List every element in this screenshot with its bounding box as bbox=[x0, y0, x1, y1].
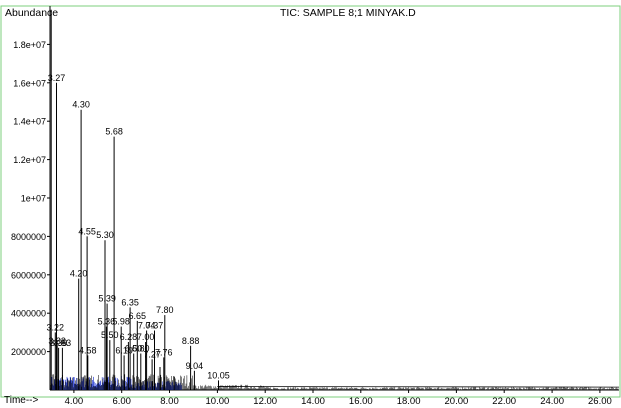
y-tick-label: 2000000 bbox=[11, 347, 46, 357]
peak-label: 5.39 bbox=[98, 294, 116, 304]
peak-label: 5.68 bbox=[105, 127, 123, 137]
y-tick-label: 8000000 bbox=[11, 232, 46, 242]
chart-title: TIC: SAMPLE 8;1 MINYAK.D bbox=[280, 7, 416, 19]
x-tick-label: 26.00 bbox=[588, 396, 612, 407]
y-tick-label: 1.8e+07 bbox=[13, 40, 46, 50]
peak-label: 7.04 bbox=[138, 321, 156, 331]
x-tick-label: 8.00 bbox=[160, 396, 179, 407]
x-tick-label: 18.00 bbox=[397, 396, 421, 407]
y-tick-label: 6000000 bbox=[11, 270, 46, 280]
x-tick-label: 6.00 bbox=[112, 396, 131, 407]
peak-label: 5.50 bbox=[101, 330, 119, 340]
peak-labels: 3.27 3.22 3.333.393.53 4.20 4.30 4.55 4.58 5.30… bbox=[47, 73, 230, 381]
peak-label: 7.00 bbox=[137, 332, 155, 342]
peak-label: 10.05 bbox=[207, 370, 230, 380]
peak-label: 5.30 bbox=[96, 230, 114, 240]
x-tick-label: 4.00 bbox=[65, 396, 84, 407]
peak-label: 6.35 bbox=[121, 297, 139, 307]
peak-label: 6.65 bbox=[129, 311, 147, 321]
x-axis-label: Time--> bbox=[4, 395, 39, 406]
x-tick-label: 16.00 bbox=[349, 396, 373, 407]
peak-label: 3.33 bbox=[48, 336, 66, 346]
peak-label: 3.39 bbox=[50, 338, 68, 348]
outer-frame bbox=[0, 5, 621, 398]
trace-tail bbox=[217, 386, 620, 388]
x-tick-label: 14.00 bbox=[301, 396, 325, 407]
y-tick-label: 1.6e+07 bbox=[13, 78, 46, 88]
x-tick-label: 20.00 bbox=[445, 396, 469, 407]
y-tick-label: 1e+07 bbox=[21, 194, 46, 204]
peak-label: 7.37 bbox=[146, 321, 164, 331]
peak-label: 5.36 bbox=[98, 317, 116, 327]
x-tick-label: 24.00 bbox=[540, 396, 564, 407]
peak-label: 6.50 bbox=[125, 344, 143, 354]
y-tick-label: 1.2e+07 bbox=[13, 155, 46, 165]
peak-label: 3.22 bbox=[47, 322, 65, 332]
peak-label: 9.04 bbox=[186, 361, 204, 371]
peak-label: 7.76 bbox=[155, 347, 173, 357]
peak-label: 6.28 bbox=[120, 332, 138, 342]
tic-trace bbox=[50, 9, 620, 390]
peak-label: 6.80 bbox=[132, 344, 150, 354]
peak-label: 4.20 bbox=[70, 269, 88, 279]
peak-label: 7.80 bbox=[156, 305, 174, 315]
peak-label: 4.55 bbox=[78, 226, 96, 236]
x-tick-label: 12.00 bbox=[253, 396, 277, 407]
x-tick-label: 22.00 bbox=[492, 396, 516, 407]
peak-label: 6.10 bbox=[115, 345, 133, 355]
peak-label: 4.58 bbox=[79, 345, 97, 355]
y-tick-label: 4000000 bbox=[11, 309, 46, 319]
peak-label: 5.98 bbox=[112, 317, 130, 327]
x-axis-ticks: 4.00 6.00 8.00 10.00 12.00 14.00 16.00 18.00 20.… bbox=[65, 390, 612, 407]
y-axis-label: Abundance bbox=[5, 7, 58, 19]
peak-label: 4.30 bbox=[72, 100, 90, 110]
y-axis-ticks: 2000000 4000000 6000000 8000000 1e+07 1.2e+07… bbox=[11, 40, 50, 357]
plot-frame bbox=[0, 5, 621, 398]
x-tick-label: 10.00 bbox=[206, 396, 230, 407]
peak-label: 7.27 bbox=[143, 349, 161, 359]
peak-label: 3.53 bbox=[54, 338, 72, 348]
y-tick-label: 1.4e+07 bbox=[13, 117, 46, 127]
peak-label: 8.88 bbox=[182, 336, 200, 346]
peak-label: 3.27 bbox=[48, 73, 66, 83]
